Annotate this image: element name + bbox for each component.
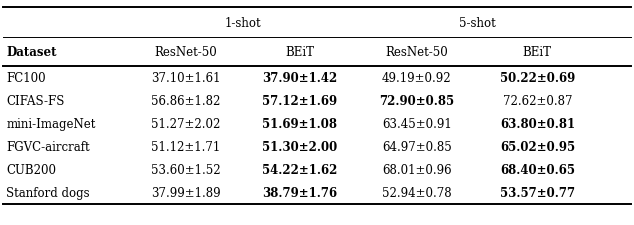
Text: 63.80±0.81: 63.80±0.81 <box>500 117 575 130</box>
Text: 5-shot: 5-shot <box>459 17 495 29</box>
Text: FC100: FC100 <box>6 71 46 84</box>
Text: 49.19±0.92: 49.19±0.92 <box>382 71 451 84</box>
Text: 68.40±0.65: 68.40±0.65 <box>500 163 575 176</box>
Text: CIFAS-FS: CIFAS-FS <box>6 94 65 107</box>
Text: 51.30±2.00: 51.30±2.00 <box>262 140 337 153</box>
Text: 37.10±1.61: 37.10±1.61 <box>151 71 220 84</box>
Text: ResNet-50: ResNet-50 <box>154 46 217 59</box>
Text: 51.69±1.08: 51.69±1.08 <box>262 117 337 130</box>
Text: 37.90±1.42: 37.90±1.42 <box>262 71 337 84</box>
Text: 50.22±0.69: 50.22±0.69 <box>500 71 575 84</box>
Text: Stanford dogs: Stanford dogs <box>6 186 90 199</box>
Text: 1-shot: 1-shot <box>224 17 261 29</box>
Text: 68.01±0.96: 68.01±0.96 <box>382 163 451 176</box>
Text: 72.90±0.85: 72.90±0.85 <box>379 94 455 107</box>
Text: 64.97±0.85: 64.97±0.85 <box>382 140 452 153</box>
Text: 65.02±0.95: 65.02±0.95 <box>500 140 575 153</box>
Text: 56.86±1.82: 56.86±1.82 <box>151 94 220 107</box>
Text: 63.45±0.91: 63.45±0.91 <box>382 117 452 130</box>
Text: 54.22±1.62: 54.22±1.62 <box>262 163 337 176</box>
Text: CUB200: CUB200 <box>6 163 56 176</box>
Text: 57.12±1.69: 57.12±1.69 <box>262 94 337 107</box>
Text: Dataset: Dataset <box>6 46 57 59</box>
Text: 72.62±0.87: 72.62±0.87 <box>503 94 572 107</box>
Text: 53.60±1.52: 53.60±1.52 <box>151 163 220 176</box>
Text: BEiT: BEiT <box>523 46 552 59</box>
Text: 37.99±1.89: 37.99±1.89 <box>151 186 220 199</box>
Text: 53.57±0.77: 53.57±0.77 <box>500 186 575 199</box>
Text: 51.27±2.02: 51.27±2.02 <box>151 117 220 130</box>
Text: mini-ImageNet: mini-ImageNet <box>6 117 96 130</box>
Text: ResNet-50: ResNet-50 <box>385 46 448 59</box>
Text: 38.79±1.76: 38.79±1.76 <box>262 186 337 199</box>
Text: BEiT: BEiT <box>285 46 314 59</box>
Text: FGVC-aircraft: FGVC-aircraft <box>6 140 90 153</box>
Text: 51.12±1.71: 51.12±1.71 <box>151 140 220 153</box>
Text: 52.94±0.78: 52.94±0.78 <box>382 186 451 199</box>
